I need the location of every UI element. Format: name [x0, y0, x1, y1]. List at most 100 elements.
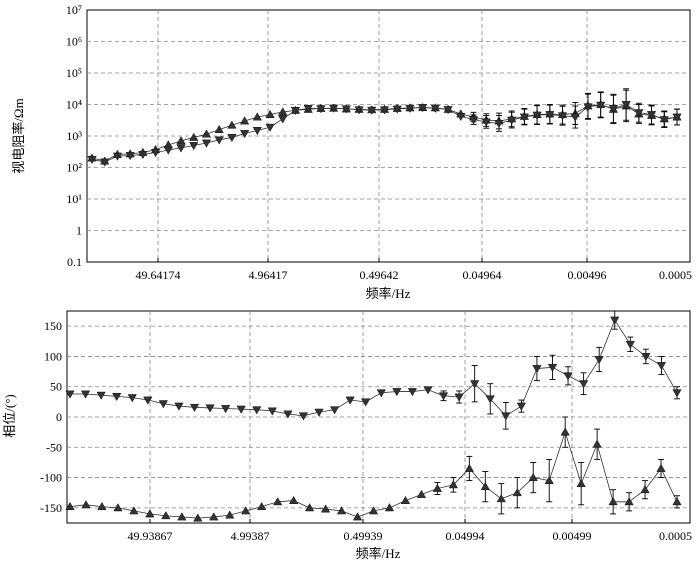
- data-point: [278, 107, 288, 116]
- data-point: [443, 106, 453, 115]
- x-tick-label: 0.00499: [553, 529, 592, 543]
- data-point: [570, 113, 580, 122]
- data-point: [544, 475, 554, 484]
- data-point: [316, 105, 326, 114]
- data-point: [640, 484, 650, 494]
- x-tick-label: 49.93867: [128, 529, 173, 543]
- data-point: [80, 390, 91, 399]
- phase-y-axis-label: 相位/(°): [2, 394, 17, 437]
- data-point: [532, 365, 542, 374]
- data-point: [290, 106, 301, 116]
- data-point: [454, 393, 464, 402]
- data-point: [464, 463, 474, 472]
- data-point: [672, 389, 682, 398]
- data-point: [314, 408, 324, 417]
- data-point: [641, 353, 651, 362]
- y-tick-label: 0.1: [67, 255, 82, 269]
- data-point: [659, 116, 669, 125]
- x-tick-label: 0.49939: [344, 529, 383, 543]
- data-point: [214, 136, 224, 145]
- x-tick-label: 0.0005: [659, 268, 692, 282]
- data-point: [161, 511, 171, 520]
- resistivity-x-ticks: 49.64174 4.96417 0.49642 0.04964 0.00496 0.00…: [136, 258, 692, 282]
- data-point: [596, 101, 606, 110]
- data-point: [532, 111, 542, 120]
- data-point: [336, 506, 347, 515]
- resistivity-x-axis-label: 频率/Hz: [366, 286, 411, 301]
- data-point: [205, 404, 215, 413]
- data-point: [507, 116, 517, 125]
- data-point: [430, 104, 441, 113]
- x-tick-label: 0.49642: [360, 268, 399, 282]
- data-point: [624, 497, 634, 506]
- data-point: [438, 392, 449, 401]
- series-line: [69, 430, 678, 519]
- data-point: [177, 512, 187, 521]
- data-point: [400, 495, 411, 504]
- y-tick-label: 10⁶: [66, 35, 82, 49]
- y-tick-label: 10⁷: [66, 3, 82, 17]
- data-point: [468, 116, 479, 125]
- data-point: [392, 388, 402, 397]
- data-point: [189, 403, 200, 413]
- data-point: [265, 123, 275, 132]
- data-point: [576, 478, 586, 488]
- x-tick-label: 0.0005: [659, 529, 692, 543]
- x-tick-label: 4.96417: [249, 268, 288, 282]
- x-tick-label: 4.99387: [231, 529, 270, 543]
- data-point: [341, 105, 351, 114]
- data-point: [481, 118, 491, 127]
- data-point: [656, 362, 667, 371]
- data-point: [608, 497, 618, 506]
- data-point: [496, 494, 506, 503]
- data-point: [634, 109, 644, 118]
- data-point: [225, 510, 235, 519]
- data-point: [480, 481, 490, 491]
- data-point: [354, 106, 364, 115]
- data-point: [113, 503, 123, 512]
- y-tick-label: 50: [50, 380, 62, 394]
- data-point: [557, 112, 568, 121]
- x-tick-label: 0.00496: [568, 268, 607, 282]
- data-point: [241, 506, 251, 515]
- data-point: [214, 124, 224, 133]
- y-tick-label: 1: [76, 224, 82, 238]
- data-point: [112, 152, 123, 161]
- data-point: [361, 398, 371, 407]
- data-point: [239, 130, 250, 139]
- data-point: [176, 144, 186, 153]
- data-point: [376, 389, 386, 398]
- data-point: [329, 406, 340, 415]
- data-point: [656, 463, 666, 472]
- data-point: [423, 386, 433, 395]
- data-point: [267, 407, 277, 416]
- data-point: [227, 120, 237, 129]
- data-point: [512, 488, 522, 497]
- data-point: [112, 393, 122, 402]
- data-point: [592, 439, 602, 448]
- data-point: [368, 506, 379, 515]
- y-tick-label: 150: [44, 319, 62, 333]
- data-point: [65, 390, 75, 399]
- data-point: [456, 112, 466, 122]
- y-tick-label: 10²: [66, 161, 82, 175]
- data-point: [352, 512, 363, 521]
- data-point: [209, 512, 219, 521]
- data-point: [547, 363, 558, 373]
- data-point: [672, 497, 682, 506]
- data-point: [501, 412, 511, 421]
- resistivity-panel: 0.1 1 10¹ 10² 10³ 10⁴ 10⁵ 10⁶ 10⁷ 49.64174 4.9641…: [11, 3, 692, 301]
- data-point: [221, 405, 231, 414]
- data-point: [201, 139, 212, 148]
- x-tick-label: 0.04994: [446, 529, 485, 543]
- data-point: [384, 503, 395, 512]
- data-point: [100, 158, 110, 167]
- data-point: [303, 105, 313, 114]
- y-tick-label: 0: [56, 410, 62, 424]
- phase-x-axis-label: 频率/Hz: [356, 546, 401, 561]
- data-point: [432, 483, 443, 492]
- data-point: [227, 134, 237, 143]
- data-point: [87, 156, 97, 165]
- data-point: [608, 105, 619, 114]
- data-point: [163, 146, 173, 155]
